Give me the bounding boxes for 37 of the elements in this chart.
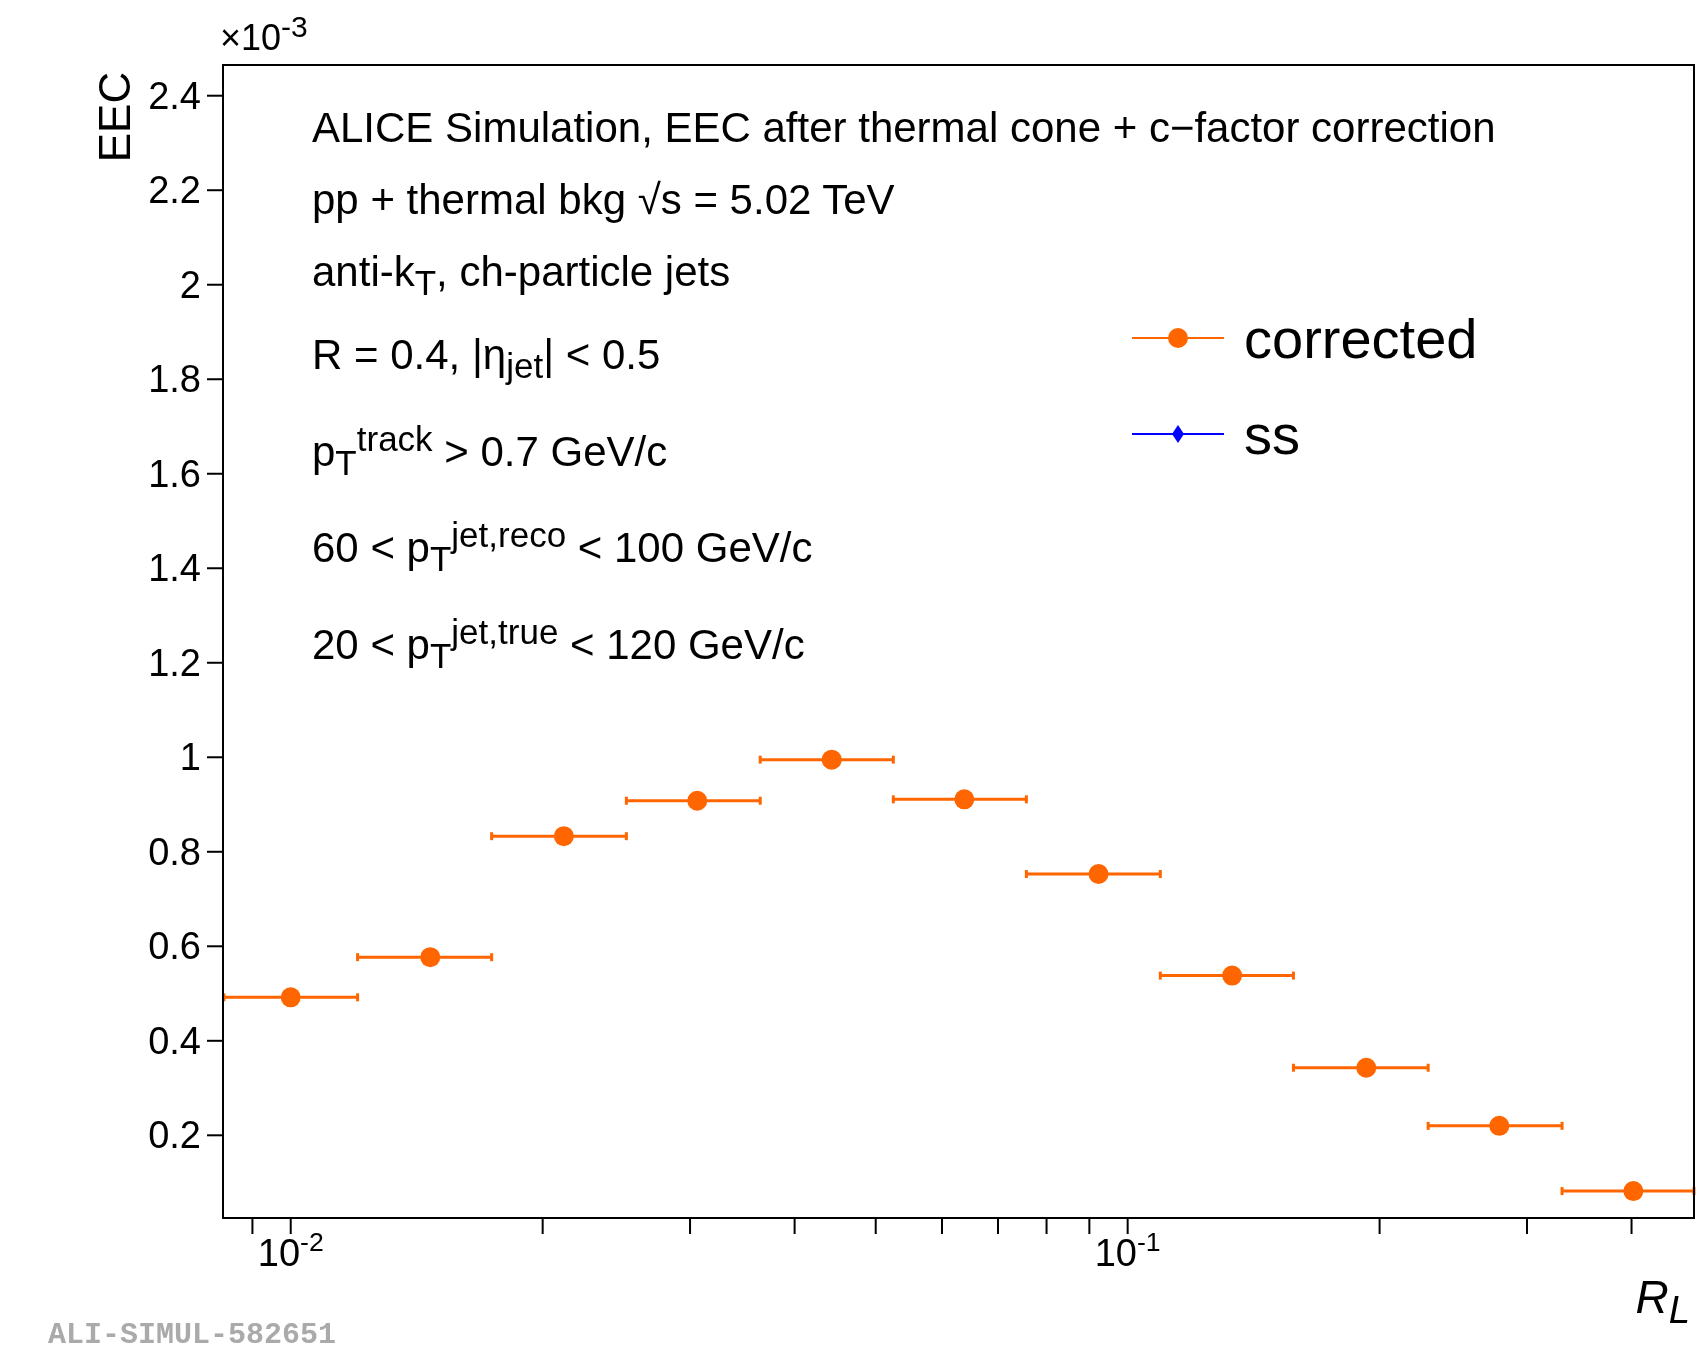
point [1489, 1115, 1510, 1136]
y-tick-label: 0.8 [148, 830, 201, 873]
y-tick-label: 1.2 [148, 641, 201, 684]
annotation: R = 0.4, |η$_{jet}$| < 0.5 [312, 331, 661, 386]
y-tick-label: 1 [179, 736, 201, 779]
point [1222, 965, 1243, 986]
y-axis-title: EEC [90, 71, 140, 163]
y-tick-label: 2.2 [148, 169, 201, 212]
x-tick-label: 10$^{-1}$ [1094, 1227, 1161, 1274]
y-tick-label: 0.4 [148, 1019, 201, 1062]
text: ×10$^{-3}$ [220, 10, 308, 59]
annotation: anti-k$_{T}$, ch-particle jets [312, 248, 731, 303]
annotation: pp + thermal bkg √s = 5.02 TeV [312, 175, 896, 225]
y-tick-label: 0.2 [148, 1114, 201, 1157]
point [420, 947, 441, 968]
y-tick-label: 0.6 [148, 925, 201, 968]
point [1088, 863, 1109, 884]
annotation: p$_{T}$$^{track}$ > 0.7 GeV/c [312, 418, 668, 483]
y-tick-label: 2.4 [148, 74, 201, 117]
legend-label: ss [1244, 401, 1300, 467]
y-tick-label: 2 [179, 263, 201, 306]
point [954, 789, 975, 810]
y-tick-label: 1.4 [148, 547, 201, 590]
point [553, 826, 574, 847]
point [687, 790, 708, 811]
text: ALI-SIMUL-582651 [48, 1318, 337, 1352]
y-tick-label: 1.6 [148, 452, 201, 495]
legend-label: corrected [1244, 305, 1478, 371]
annotation: 60 < p$_{T}$$^{jet,reco}$ < 100 GeV/c [312, 514, 814, 581]
x-axis-title: R$_{L}$ [1635, 1270, 1690, 1333]
x-tick-label: 10$^{-2}$ [257, 1227, 324, 1274]
point [821, 749, 842, 770]
point [1623, 1181, 1644, 1202]
point [1356, 1057, 1377, 1078]
y-tick-label: 1.8 [148, 358, 201, 401]
annotation: ALICE Simulation, EEC after thermal cone + c−factor correction [312, 103, 1496, 153]
annotation: 20 < p$_{T}$$^{jet,true}$ < 120 GeV/c [312, 610, 806, 677]
